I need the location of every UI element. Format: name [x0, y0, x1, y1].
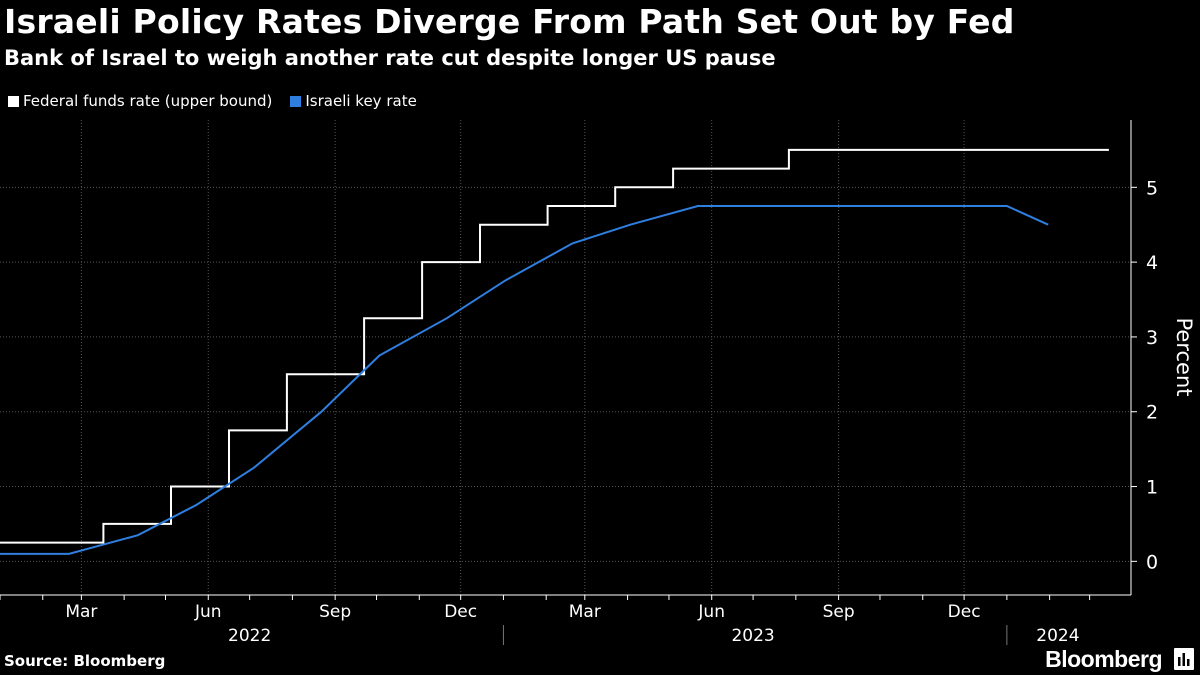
legend-item-fed: Federal funds rate (upper bound) [8, 92, 272, 110]
x-tick-label-3: Dec [444, 602, 477, 622]
legend-label-israel: Israeli key rate [305, 92, 417, 110]
legend-item-israel: Israeli key rate [290, 92, 417, 110]
legend-label-fed: Federal funds rate (upper bound) [23, 92, 273, 110]
x-tick-label-7: Dec [948, 602, 981, 622]
y-tick-label-3: 3 [1146, 327, 1158, 349]
x-tick-label-0: Mar [65, 602, 97, 622]
series-line-0 [0, 148, 1109, 544]
legend-swatch-israel [290, 95, 302, 107]
y-axis-title: Percent [1172, 317, 1196, 396]
x-tick-label-4: Mar [569, 602, 601, 622]
y-tick-label-0: 0 [1146, 551, 1158, 573]
legend-swatch-fed [8, 95, 19, 107]
y-tick-label-5: 5 [1146, 177, 1158, 199]
year-label-1: 2023 [731, 626, 774, 646]
y-tick-label-4: 4 [1146, 252, 1158, 274]
source-note: Source: Bloomberg [4, 652, 166, 670]
chart-subtitle: Bank of Israel to weigh another rate cut… [4, 46, 776, 70]
y-tick-label-2: 2 [1146, 402, 1158, 424]
x-tick-label-1: Jun [194, 602, 222, 622]
series-line-1 [0, 205, 1049, 555]
legend: Federal funds rate (upper bound) Israeli… [8, 90, 435, 112]
x-tick-label-2: Sep [319, 602, 351, 622]
year-label-0: 2022 [228, 626, 271, 646]
x-tick-label-6: Sep [823, 602, 855, 622]
year-label-2: 2024 [1036, 626, 1079, 646]
x-tick-label-5: Jun [697, 602, 725, 622]
chart-title: Israeli Policy Rates Diverge From Path S… [4, 2, 1015, 41]
bloomberg-wordmark: Bloomberg [1045, 646, 1162, 672]
bloomberg-logo-icon [1174, 648, 1194, 670]
y-tick-label-1: 1 [1146, 477, 1158, 499]
